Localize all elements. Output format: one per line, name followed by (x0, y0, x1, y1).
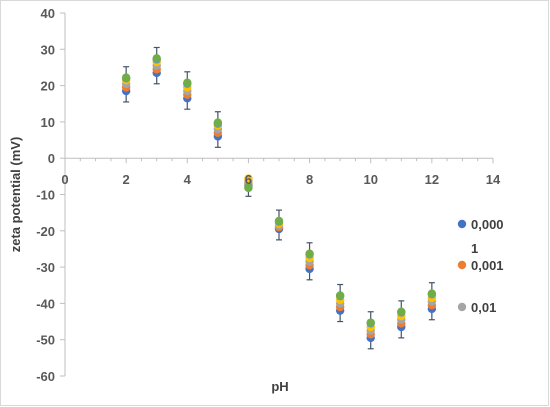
y-tick-label: -30 (36, 260, 55, 275)
data-point (213, 118, 223, 127)
axes-layer (60, 12, 494, 377)
legend-marker (457, 302, 467, 312)
error-bars-layer (123, 46, 435, 350)
y-tick-label: 40 (41, 6, 55, 21)
data-point (427, 289, 437, 298)
x-tick-label: 12 (425, 172, 439, 187)
data-point (335, 291, 345, 300)
tick-labels-layer: 40 30 20 10 0 -10 -20 -30 -40 -50 -60 0 2 4 6 8 10 12 14 (36, 6, 501, 384)
y-axis-title: zeta potential (mV) (8, 137, 23, 253)
x-tick-label: 2 (123, 172, 130, 187)
x-tick-label: 10 (363, 172, 377, 187)
legend-item: 0,001 (457, 258, 504, 273)
y-tick-label: 10 (41, 115, 55, 130)
legend-marker (457, 260, 467, 270)
legend-label-continued: 1 (471, 241, 478, 256)
legend: 0,000 1 0,001 0,01 (457, 217, 504, 315)
y-tick-label: -60 (36, 369, 55, 384)
data-point (183, 78, 192, 87)
x-tick-label: 8 (306, 172, 313, 187)
y-tick-label: -20 (36, 224, 55, 239)
data-point (244, 183, 253, 193)
y-tick-label: 20 (41, 79, 55, 94)
data-point (121, 73, 131, 82)
legend-label: 0,000 (471, 217, 504, 232)
legend-item: 0,01 (457, 300, 496, 315)
legend-item: 0,000 1 (457, 217, 504, 256)
y-tick-label: -40 (36, 296, 55, 311)
data-point (305, 249, 314, 258)
x-tick-label: 14 (486, 172, 501, 187)
data-point (274, 216, 284, 226)
y-tick-label: 30 (41, 42, 55, 57)
legend-marker (457, 219, 467, 229)
data-point (244, 174, 253, 183)
data-point (397, 307, 406, 316)
data-point (366, 318, 375, 327)
x-tick-label: 6 (245, 172, 252, 187)
data-point (152, 54, 161, 63)
data-points-layer (121, 54, 437, 343)
y-tick-label: -10 (36, 188, 55, 203)
y-tick-label: -50 (36, 333, 55, 348)
legend-label: 0,001 (471, 258, 504, 273)
x-tick-label: 0 (61, 172, 68, 187)
y-tick-label: 0 (48, 151, 55, 166)
x-axis-title: pH (271, 379, 288, 394)
legend-label: 0,01 (471, 300, 496, 315)
x-tick-label: 4 (184, 172, 192, 187)
